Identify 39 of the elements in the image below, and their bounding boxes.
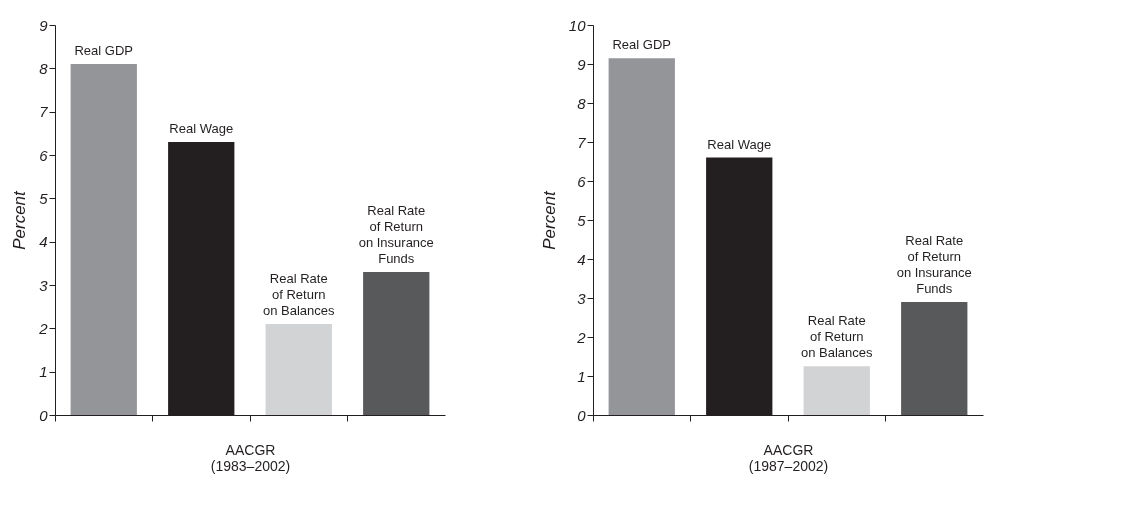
y-axis-title: Percent [539, 189, 559, 250]
y-tick-label: 2 [38, 319, 49, 337]
y-tick-label: 1 [39, 363, 48, 381]
y-tick-label: 9 [577, 55, 587, 73]
bar [363, 272, 430, 415]
x-axis-title: AACGR (1983–2002) [210, 442, 291, 474]
y-tick-label: 4 [39, 233, 48, 251]
y-tick-label: 4 [577, 250, 586, 268]
y-tick-label: 7 [39, 103, 49, 121]
y-tick-label: 5 [39, 189, 49, 207]
y-tick-label: 8 [577, 94, 587, 112]
y-tick-label: 10 [568, 16, 587, 34]
x-tick-label: Real GDP [612, 37, 672, 53]
y-tick-label: 2 [576, 328, 587, 346]
y-tick-label: 3 [577, 289, 587, 307]
y-tick-label: 0 [39, 406, 49, 424]
x-axis-title: AACGR (1987–2002) [748, 442, 829, 474]
y-tick-label: 5 [577, 211, 587, 229]
x-tick-label: Real GDP [74, 43, 134, 58]
y-tick-label: 3 [39, 276, 49, 294]
y-tick-label: 7 [577, 133, 587, 151]
x-tick-label: Real Wage [707, 136, 772, 152]
y-tick-label: 6 [39, 146, 49, 164]
category-label: Real Rate of Return on Balances [262, 271, 335, 318]
y-tick-label: 0 [577, 406, 587, 424]
y-tick-label: 6 [577, 172, 587, 190]
y-tick-label: 9 [39, 16, 49, 34]
bar [608, 58, 675, 415]
category-label: Real Rate of Return on Insurance Funds [358, 203, 434, 266]
bar [901, 301, 968, 415]
y-tick-label: 1 [577, 367, 586, 385]
x-tick-label: Real Wage [169, 121, 234, 136]
category-label: Real Rate of Return on Insurance Funds [896, 232, 972, 296]
bar [70, 64, 137, 415]
bar [265, 324, 332, 415]
bar [803, 366, 870, 415]
y-tick-label: 8 [39, 59, 49, 77]
category-label: Real Rate of Return on Balances [800, 313, 873, 361]
y-axis-title: Percent [10, 189, 30, 250]
